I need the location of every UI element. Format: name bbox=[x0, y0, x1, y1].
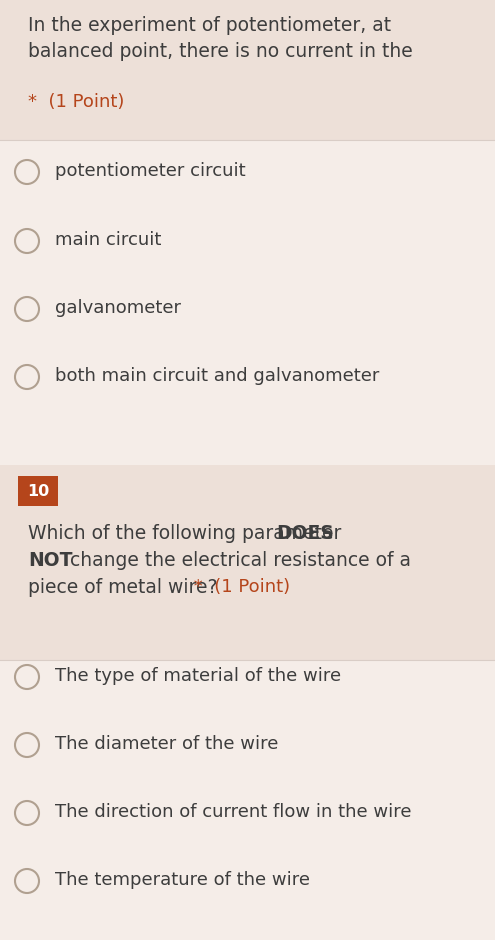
Text: In the experiment of potentiometer, at: In the experiment of potentiometer, at bbox=[28, 16, 391, 35]
Text: change the electrical resistance of a: change the electrical resistance of a bbox=[64, 551, 411, 570]
Circle shape bbox=[15, 801, 39, 825]
Circle shape bbox=[15, 297, 39, 321]
Text: NOT: NOT bbox=[28, 551, 72, 570]
Text: potentiometer circuit: potentiometer circuit bbox=[55, 162, 246, 180]
Text: The type of material of the wire: The type of material of the wire bbox=[55, 667, 341, 685]
Circle shape bbox=[15, 869, 39, 893]
FancyBboxPatch shape bbox=[0, 0, 495, 140]
Text: The direction of current flow in the wire: The direction of current flow in the wir… bbox=[55, 803, 411, 821]
Text: Which of the following parameter: Which of the following parameter bbox=[28, 524, 347, 543]
Text: *  (1 Point): * (1 Point) bbox=[188, 578, 290, 596]
Circle shape bbox=[15, 665, 39, 689]
Text: The temperature of the wire: The temperature of the wire bbox=[55, 871, 310, 889]
Text: galvanometer: galvanometer bbox=[55, 299, 181, 317]
Text: main circuit: main circuit bbox=[55, 231, 161, 249]
Text: both main circuit and galvanometer: both main circuit and galvanometer bbox=[55, 367, 379, 385]
Text: *  (1 Point): * (1 Point) bbox=[28, 93, 124, 111]
Circle shape bbox=[15, 733, 39, 757]
Text: 10: 10 bbox=[27, 483, 49, 498]
Text: piece of metal wire?: piece of metal wire? bbox=[28, 578, 217, 597]
Circle shape bbox=[15, 365, 39, 389]
Text: balanced point, there is no current in the: balanced point, there is no current in t… bbox=[28, 42, 413, 61]
Text: The diameter of the wire: The diameter of the wire bbox=[55, 735, 278, 753]
FancyBboxPatch shape bbox=[18, 476, 58, 506]
FancyBboxPatch shape bbox=[0, 465, 495, 660]
Circle shape bbox=[15, 229, 39, 253]
Text: DOES: DOES bbox=[276, 524, 334, 543]
Circle shape bbox=[15, 160, 39, 184]
